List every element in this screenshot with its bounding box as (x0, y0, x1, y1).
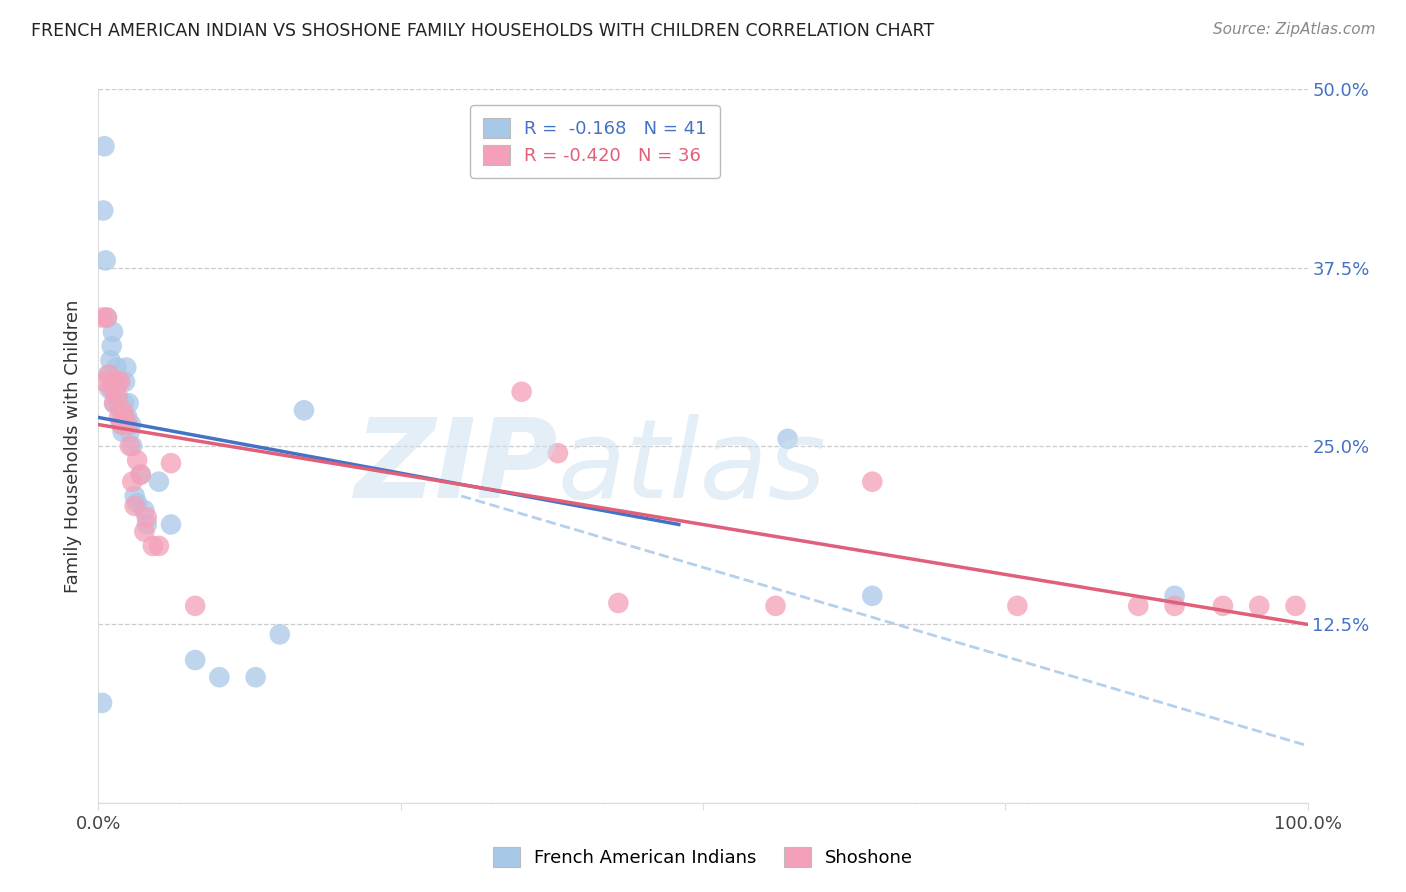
Point (101, 325, 124, 339)
Point (129, 467, 152, 482)
Point (108, 403, 131, 417)
Point (292, 403, 315, 417)
Point (124, 499, 146, 513)
Point (118, 396, 141, 410)
Point (269, 627, 291, 641)
Point (160, 456, 183, 470)
Text: ZIP: ZIP (354, 414, 558, 521)
Point (105, 360, 128, 375)
Text: atlas: atlas (558, 414, 827, 521)
Point (1128, 599, 1150, 613)
Point (148, 475, 170, 489)
Point (98, 368, 121, 382)
Point (208, 670, 231, 684)
Point (108, 375, 131, 389)
Point (134, 524, 156, 539)
Point (510, 384, 533, 399)
Point (1212, 599, 1234, 613)
Point (103, 396, 125, 410)
Point (93, 375, 115, 389)
Point (776, 432, 799, 446)
Legend: R =  -0.168   N = 41, R = -0.420   N = 36: R = -0.168 N = 41, R = -0.420 N = 36 (470, 105, 720, 178)
Point (148, 539, 170, 553)
Point (93, 139, 115, 153)
Point (135, 517, 157, 532)
Point (91, 203, 114, 218)
Point (107, 396, 129, 410)
Point (111, 425, 134, 439)
Point (118, 425, 141, 439)
Point (112, 396, 135, 410)
Point (100, 353, 122, 368)
Legend: French American Indians, Shoshone: French American Indians, Shoshone (485, 839, 921, 874)
Point (110, 417, 132, 432)
Point (97, 368, 120, 382)
Point (110, 417, 132, 432)
Point (108, 375, 131, 389)
Point (184, 653, 207, 667)
Point (103, 396, 125, 410)
Point (96, 310, 118, 325)
Point (104, 382, 127, 396)
Point (1249, 599, 1271, 613)
Point (91, 310, 114, 325)
Point (107, 389, 129, 403)
Point (96, 310, 118, 325)
Point (100, 382, 122, 396)
Point (100, 339, 122, 353)
Point (114, 410, 136, 425)
Point (111, 403, 134, 417)
Point (98, 382, 121, 396)
Point (121, 439, 143, 453)
Point (114, 375, 136, 389)
Point (547, 446, 569, 460)
Point (108, 410, 131, 425)
Point (115, 360, 138, 375)
Point (245, 670, 267, 684)
Point (1284, 599, 1306, 613)
Point (134, 503, 156, 517)
Point (129, 467, 152, 482)
Point (142, 539, 165, 553)
Point (127, 496, 149, 510)
Point (117, 417, 139, 432)
Point (118, 439, 141, 453)
Point (160, 517, 183, 532)
Point (117, 410, 139, 425)
Text: Source: ZipAtlas.com: Source: ZipAtlas.com (1212, 22, 1375, 37)
Point (1163, 599, 1185, 613)
Point (860, 589, 883, 603)
Point (120, 417, 142, 432)
Point (1007, 599, 1029, 613)
Point (1163, 589, 1185, 603)
Point (127, 453, 149, 467)
Point (860, 475, 883, 489)
Point (184, 599, 207, 613)
Point (607, 596, 630, 610)
Point (94, 253, 117, 268)
Point (121, 475, 143, 489)
Point (105, 375, 128, 389)
Point (124, 489, 146, 503)
Point (91, 696, 114, 710)
Text: FRENCH AMERICAN INDIAN VS SHOSHONE FAMILY HOUSEHOLDS WITH CHILDREN CORRELATION C: FRENCH AMERICAN INDIAN VS SHOSHONE FAMIL… (31, 22, 934, 40)
Y-axis label: Family Households with Children: Family Households with Children (65, 300, 83, 592)
Point (765, 599, 787, 613)
Point (135, 510, 157, 524)
